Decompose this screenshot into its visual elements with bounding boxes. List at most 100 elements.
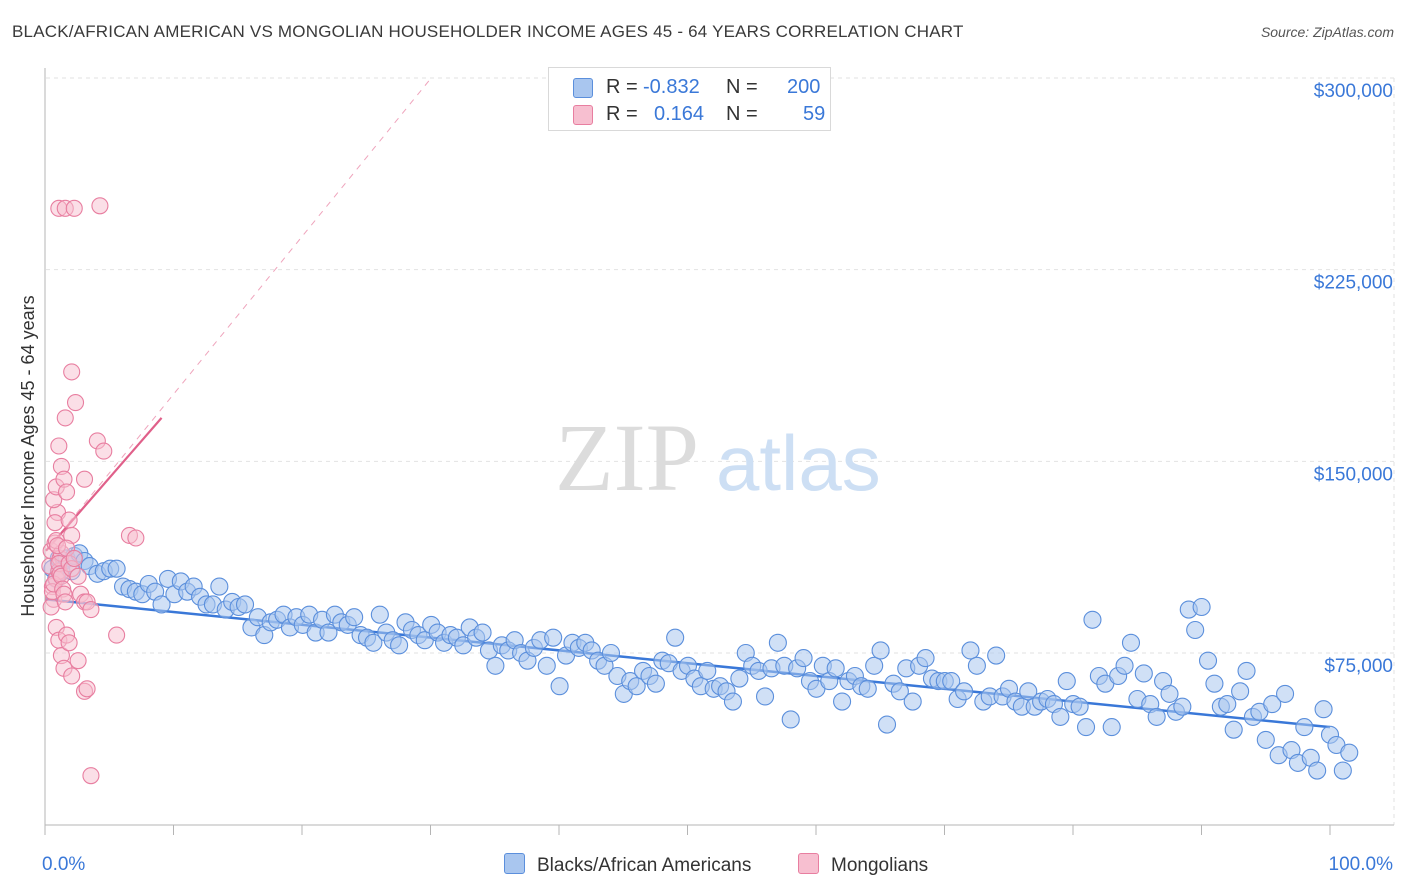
- watermark-zip: ZIP: [555, 404, 699, 511]
- point-blacks: [1314, 700, 1333, 719]
- legend-r-label: R =: [606, 76, 638, 98]
- point-blacks: [961, 641, 980, 660]
- bottom-legend-blacks[interactable]: Blacks/African Americans: [504, 853, 751, 877]
- point-blacks: [1083, 610, 1102, 629]
- point-blacks: [826, 659, 845, 678]
- point-mongolians: [65, 549, 83, 567]
- point-mongolians: [57, 483, 76, 501]
- point-mongolians: [63, 363, 81, 381]
- point-blacks: [646, 674, 665, 693]
- y-tick-label: $300,000: [1314, 81, 1393, 102]
- point-blacks: [730, 669, 749, 688]
- trend-line-mongolians-extended: [45, 77, 432, 552]
- point-blacks: [235, 595, 255, 614]
- y-tick-label: $75,000: [1324, 656, 1393, 677]
- point-blacks: [755, 687, 775, 706]
- point-blacks: [390, 636, 409, 655]
- point-blacks: [1231, 682, 1250, 701]
- point-blacks: [794, 649, 813, 668]
- point-mongolians: [82, 601, 100, 619]
- point-blacks: [1121, 633, 1141, 652]
- point-blacks: [903, 692, 922, 711]
- legend-swatch-pink: [798, 853, 819, 874]
- point-mongolians: [95, 442, 113, 460]
- point-blacks: [345, 608, 364, 627]
- point-blacks: [833, 692, 852, 711]
- point-mongolians: [91, 197, 109, 215]
- point-blacks: [152, 595, 171, 614]
- point-blacks: [1057, 672, 1076, 691]
- point-blacks: [1205, 674, 1224, 693]
- point-blacks: [370, 605, 389, 624]
- legend-r-value: 0.164: [654, 103, 705, 125]
- legend-n-value: 59: [803, 103, 826, 125]
- point-blacks: [890, 682, 909, 701]
- point-blacks: [1295, 718, 1314, 737]
- point-blacks: [1160, 684, 1179, 703]
- point-blacks: [768, 633, 787, 652]
- legend-label-blacks: Blacks/African Americans: [537, 855, 752, 876]
- point-mongolians: [82, 767, 100, 785]
- point-blacks: [1173, 697, 1192, 716]
- trend-line-mongolians: [45, 417, 163, 552]
- legend-n-label: N =: [726, 76, 758, 98]
- point-mongolians: [60, 511, 78, 529]
- point-mongolians: [78, 680, 96, 698]
- legend-r-value: -0.832: [643, 76, 700, 98]
- point-mongolians: [65, 199, 83, 217]
- point-blacks: [1076, 718, 1096, 737]
- point-blacks: [1186, 620, 1205, 640]
- y-tick-label: $225,000: [1314, 273, 1393, 294]
- point-blacks: [486, 656, 505, 675]
- point-blacks: [1134, 664, 1153, 683]
- point-blacks: [1051, 707, 1070, 726]
- point-blacks: [210, 577, 229, 596]
- point-blacks: [107, 559, 126, 578]
- point-blacks: [1224, 720, 1243, 739]
- point-blacks: [473, 623, 492, 642]
- point-blacks: [942, 672, 961, 691]
- point-blacks: [871, 641, 890, 660]
- point-blacks: [1218, 695, 1237, 714]
- point-blacks: [1237, 661, 1256, 680]
- legend-r-label: R =: [606, 103, 638, 125]
- point-mongolians: [75, 470, 94, 488]
- point-blacks: [1263, 695, 1282, 714]
- point-blacks: [1102, 718, 1121, 737]
- bottom-legend-mongolians[interactable]: Mongolians: [798, 853, 928, 877]
- x-tick-label-max: 100.0%: [1329, 854, 1394, 875]
- point-mongolians: [69, 567, 87, 585]
- point-blacks: [1070, 697, 1089, 716]
- point-blacks: [1198, 651, 1218, 670]
- point-blacks: [627, 677, 646, 696]
- point-blacks: [955, 682, 974, 701]
- point-blacks: [698, 661, 717, 680]
- point-blacks: [364, 633, 383, 652]
- point-blacks: [865, 656, 884, 675]
- point-mongolians: [56, 409, 74, 427]
- y-axis-label: Householder Income Ages 45 - 64 years: [18, 295, 38, 616]
- legend-label-mongolians: Mongolians: [831, 855, 929, 876]
- legend-swatch-blue: [504, 853, 525, 874]
- point-mongolians: [60, 634, 78, 652]
- point-mongolians: [46, 514, 64, 532]
- legend-swatch-pink: [573, 105, 593, 125]
- point-blacks: [916, 649, 935, 668]
- point-blacks: [1308, 761, 1327, 780]
- point-blacks: [967, 656, 986, 675]
- point-blacks: [601, 643, 621, 663]
- point-blacks: [723, 692, 742, 711]
- point-blacks: [319, 623, 338, 642]
- chart-title: BLACK/AFRICAN AMERICAN VS MONGOLIAN HOUS…: [12, 22, 964, 41]
- watermark-atlas: atlas: [716, 419, 881, 507]
- legend-n-label: N =: [726, 103, 758, 125]
- x-tick-label-min: 0.0%: [42, 854, 85, 875]
- point-blacks: [544, 628, 563, 647]
- point-blacks: [987, 646, 1006, 665]
- point-blacks: [1115, 656, 1134, 675]
- legend-swatch-blue: [573, 78, 593, 98]
- point-blacks: [1147, 707, 1166, 726]
- point-blacks: [1192, 597, 1211, 617]
- point-blacks: [781, 710, 800, 729]
